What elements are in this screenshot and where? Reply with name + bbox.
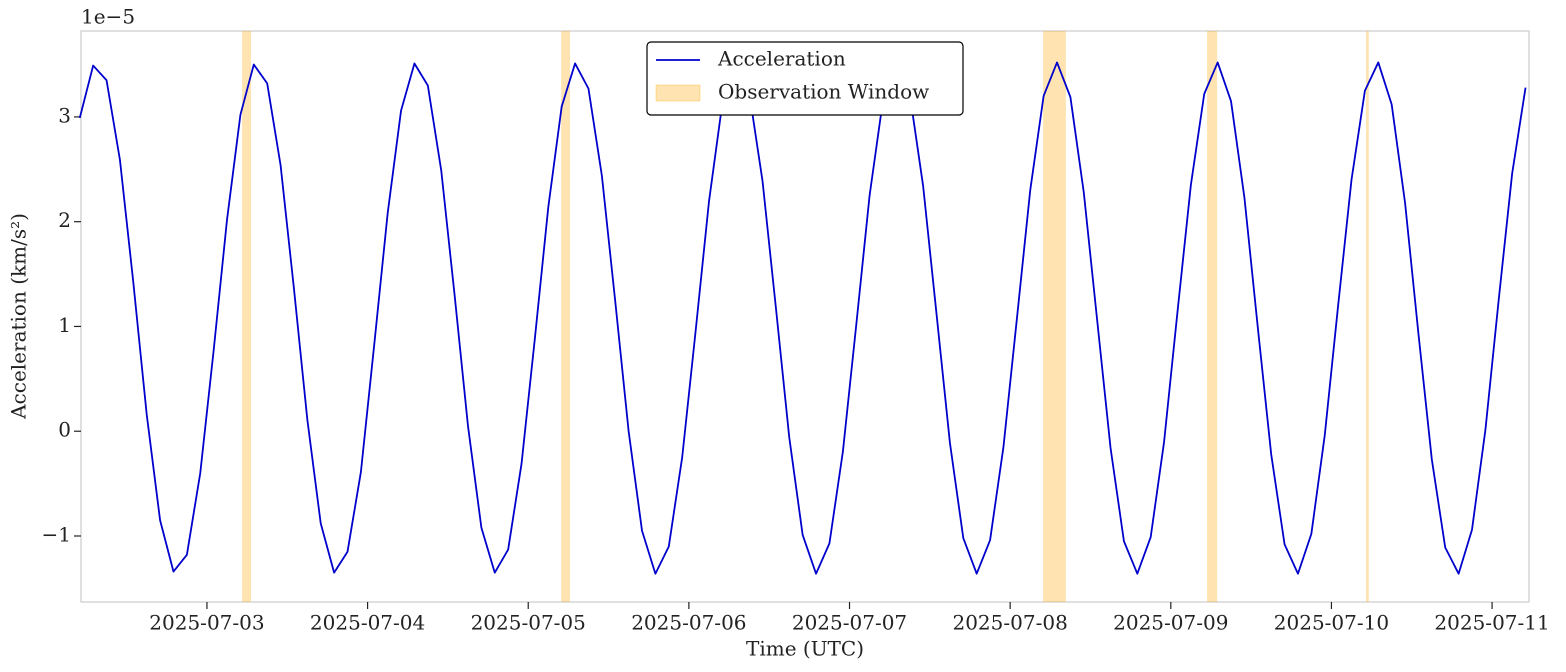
legend-box (646, 41, 964, 116)
y-axis-label: Acceleration (km/s²) (7, 213, 31, 420)
observation-window (1207, 31, 1218, 602)
x-tick-label: 2025-07-07 (792, 611, 907, 635)
plot-area (80, 30, 1530, 603)
x-tick-label: 2025-07-11 (1434, 611, 1549, 635)
legend-label: Observation Window (718, 80, 929, 104)
y-tick-label: 0 (58, 418, 71, 442)
legend: Acceleration Observation Window (646, 41, 964, 116)
observation-window (561, 31, 571, 602)
observation-window (1043, 31, 1066, 602)
observation-window (242, 31, 252, 602)
x-axis-label: Time (UTC) (746, 637, 864, 661)
legend-label: Acceleration (717, 47, 846, 71)
x-tick-label: 2025-07-08 (952, 611, 1067, 635)
y-tick-label: 3 (58, 103, 71, 127)
line-series (78, 61, 1527, 575)
offset-label: 1e−5 (81, 5, 135, 29)
y-tick-label: −1 (42, 522, 71, 546)
observation-window (1366, 31, 1369, 602)
y-tick-label: 2 (58, 208, 71, 232)
x-tick-label: 2025-07-09 (1113, 611, 1228, 635)
y-tick-label: 1 (58, 313, 71, 337)
x-tick-label: 2025-07-03 (149, 611, 264, 635)
x-tick-label: 2025-07-06 (631, 611, 746, 635)
x-tick-label: 2025-07-10 (1274, 611, 1389, 635)
x-tick-label: 2025-07-05 (471, 611, 586, 635)
x-tick-label: 2025-07-04 (310, 611, 425, 635)
legend-patch (655, 84, 701, 102)
